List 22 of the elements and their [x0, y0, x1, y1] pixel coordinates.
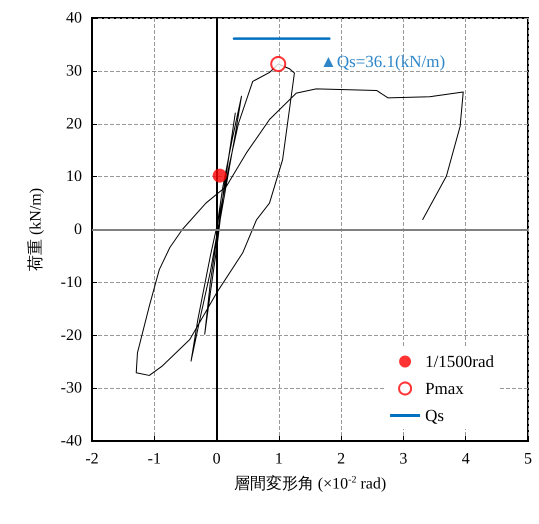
y-tick-label: 20 [66, 115, 82, 132]
x-tick-label: 1 [274, 450, 283, 468]
y-tick-label: -10 [60, 274, 82, 291]
x-tick-label: -2 [85, 450, 99, 468]
x-tick-label: 4 [462, 450, 470, 468]
legend-label: Qs [425, 406, 444, 425]
x-tick-label: 5 [524, 450, 532, 468]
legend-label: Pmax [425, 379, 464, 398]
y-tick-label: -40 [60, 432, 82, 450]
y-tick-label: -20 [60, 326, 82, 344]
y-axis-title: 荷重 (kN/m) [26, 188, 44, 272]
legend-label: 1/1500rad [425, 352, 494, 371]
y-tick-label: 40 [66, 10, 82, 26]
x-tick-label: 3 [399, 450, 408, 468]
x-tick-label: 0 [212, 450, 221, 468]
x-tick-label: -1 [148, 450, 161, 468]
y-tick-label: -30 [60, 380, 82, 397]
y-tick-label: 30 [66, 62, 82, 80]
annotation: ▲Qs=36.1(kN/m) [320, 52, 446, 71]
y-tick-label: 0 [74, 221, 82, 238]
y-tick-label: 10 [66, 168, 82, 186]
x-tick-label: 2 [337, 450, 346, 468]
